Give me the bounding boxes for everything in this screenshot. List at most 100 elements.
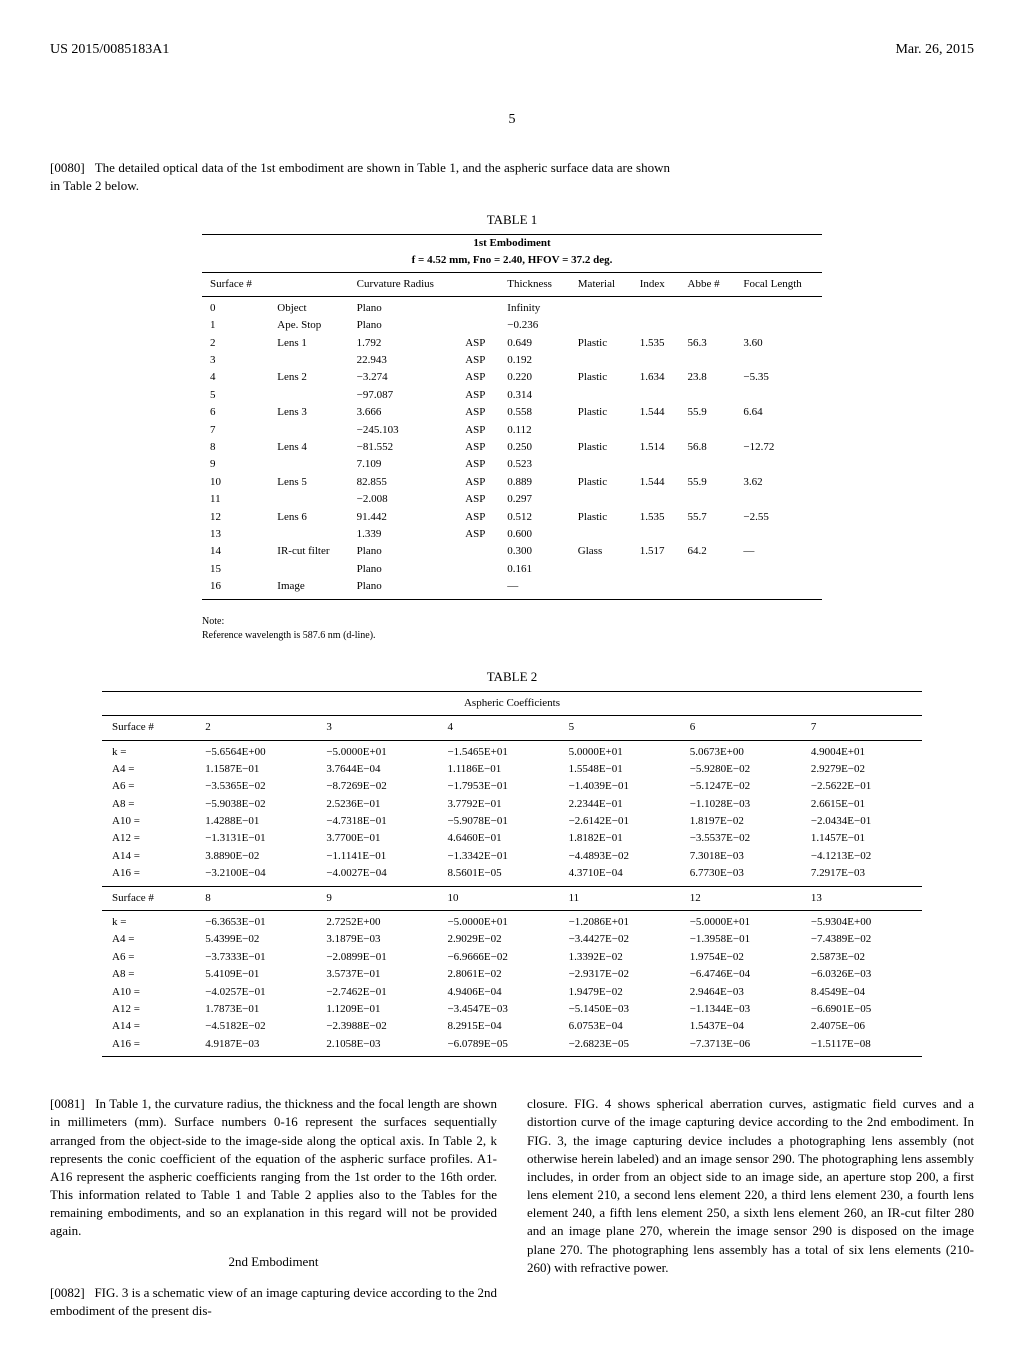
- table-cell: 2.1058E−03: [316, 1036, 437, 1057]
- table-row: A6 =−3.7333E−01−2.0899E−01−6.9666E−021.3…: [102, 949, 922, 966]
- note-label: Note:: [202, 615, 822, 629]
- table-cell: 0.512: [499, 509, 570, 526]
- table-cell: [269, 561, 348, 578]
- table-cell: 1.1587E−01: [195, 761, 316, 778]
- table-cell: Infinity: [499, 296, 570, 317]
- table-cell: −2.5622E−01: [801, 778, 922, 795]
- table1-col-header: Focal Length: [735, 272, 822, 296]
- table-cell: [269, 526, 348, 543]
- table-cell: A16 =: [102, 1036, 195, 1057]
- table-cell: −3.5365E−02: [195, 778, 316, 795]
- table1-sub1: 1st Embodiment: [202, 234, 822, 252]
- table-cell: −1.5465E+01: [437, 740, 558, 761]
- table1-col-header: Thickness: [499, 272, 570, 296]
- table-cell: −245.103: [349, 422, 458, 439]
- table-cell: A14 =: [102, 848, 195, 865]
- table-cell: Plano: [349, 543, 458, 560]
- table-cell: 3.8890E−02: [195, 848, 316, 865]
- table-cell: [457, 317, 499, 334]
- table-cell: 3: [202, 352, 269, 369]
- embodiment2-heading: 2nd Embodiment: [50, 1253, 497, 1271]
- table-cell: Plano: [349, 317, 458, 334]
- table-cell: 7.109: [349, 456, 458, 473]
- table-cell: 3.7792E−01: [437, 796, 558, 813]
- table-cell: 9: [202, 456, 269, 473]
- table-cell: 3.5737E−01: [316, 966, 437, 983]
- para-text: FIG. 3 is a schematic view of an image c…: [50, 1285, 497, 1318]
- table2-sub: Aspheric Coefficients: [102, 691, 922, 715]
- table-cell: 1.5548E−01: [559, 761, 680, 778]
- table-cell: 0.161: [499, 561, 570, 578]
- table-cell: 91.442: [349, 509, 458, 526]
- table-cell: −2.008: [349, 491, 458, 508]
- table-cell: Plano: [349, 578, 458, 599]
- table-cell: 0.192: [499, 352, 570, 369]
- table-cell: [570, 561, 632, 578]
- table-cell: 3.62: [735, 474, 822, 491]
- table-cell: 4.9406E−04: [437, 984, 558, 1001]
- table-cell: −3.4547E−03: [437, 1001, 558, 1018]
- table2-col-header: 11: [559, 886, 680, 910]
- table-cell: k =: [102, 911, 195, 932]
- table1-col-header: Abbe #: [680, 272, 736, 296]
- table-cell: 7: [202, 422, 269, 439]
- table-cell: 6.64: [735, 404, 822, 421]
- table-cell: [570, 491, 632, 508]
- table-cell: A16 =: [102, 865, 195, 886]
- table2-col-header: 9: [316, 886, 437, 910]
- table-cell: [632, 317, 680, 334]
- table2-col-header: 8: [195, 886, 316, 910]
- table1-col-header: Index: [632, 272, 680, 296]
- table2-col-header: Surface #: [102, 886, 195, 910]
- table-cell: 1.544: [632, 474, 680, 491]
- table-cell: Ape. Stop: [269, 317, 348, 334]
- table-cell: 8.5601E−05: [437, 865, 558, 886]
- table2-col-header: 7: [801, 716, 922, 740]
- table-cell: [570, 526, 632, 543]
- table-cell: −3.5537E−02: [680, 830, 801, 847]
- table-cell: [735, 491, 822, 508]
- table-row: A12 =1.7873E−011.1209E−01−3.4547E−03−5.1…: [102, 1001, 922, 1018]
- para-0080: [0080] The detailed optical data of the …: [50, 159, 670, 195]
- table-cell: 4.3710E−04: [559, 865, 680, 886]
- table-cell: −5.9304E+00: [801, 911, 922, 932]
- table-cell: [632, 456, 680, 473]
- table-cell: —: [499, 578, 570, 599]
- table-cell: 2.6615E−01: [801, 796, 922, 813]
- table-cell: 6.7730E−03: [680, 865, 801, 886]
- table-cell: 23.8: [680, 369, 736, 386]
- table-cell: −6.0326E−03: [801, 966, 922, 983]
- table-row: A12 =−1.3131E−013.7700E−014.6460E−011.81…: [102, 830, 922, 847]
- table-cell: 1.8197E−02: [680, 813, 801, 830]
- table2-col-header: 3: [316, 716, 437, 740]
- table-cell: 3.666: [349, 404, 458, 421]
- table-cell: [269, 456, 348, 473]
- table-cell: −1.5117E−08: [801, 1036, 922, 1057]
- table-cell: A8 =: [102, 796, 195, 813]
- table-cell: ASP: [457, 404, 499, 421]
- table-row: A14 =−4.5182E−02−2.3988E−028.2915E−046.0…: [102, 1018, 922, 1035]
- table-row: 4Lens 2−3.274ASP0.220Plastic1.63423.8−5.…: [202, 369, 822, 386]
- header-right: Mar. 26, 2015: [895, 40, 974, 60]
- table-cell: ASP: [457, 491, 499, 508]
- table-cell: −5.6564E+00: [195, 740, 316, 761]
- table-cell: Plastic: [570, 404, 632, 421]
- table-cell: 10: [202, 474, 269, 491]
- table1-col-header: [457, 272, 499, 296]
- table-cell: Image: [269, 578, 348, 599]
- table-cell: [632, 561, 680, 578]
- table-row: A10 =−4.0257E−01−2.7462E−014.9406E−041.9…: [102, 984, 922, 1001]
- table-row: A8 =5.4109E−013.5737E−012.8061E−02−2.931…: [102, 966, 922, 983]
- table-cell: 1.339: [349, 526, 458, 543]
- table-cell: [735, 317, 822, 334]
- table-cell: [735, 578, 822, 599]
- table-cell: [680, 422, 736, 439]
- table-cell: −5.9078E−01: [437, 813, 558, 830]
- para-0082-right: closure. FIG. 4 shows spherical aberrati…: [527, 1095, 974, 1277]
- table-cell: 1: [202, 317, 269, 334]
- table-cell: 2.9464E−03: [680, 984, 801, 1001]
- table-cell: [570, 317, 632, 334]
- table-cell: 8.4549E−04: [801, 984, 922, 1001]
- table-cell: 6: [202, 404, 269, 421]
- table-cell: −3.7333E−01: [195, 949, 316, 966]
